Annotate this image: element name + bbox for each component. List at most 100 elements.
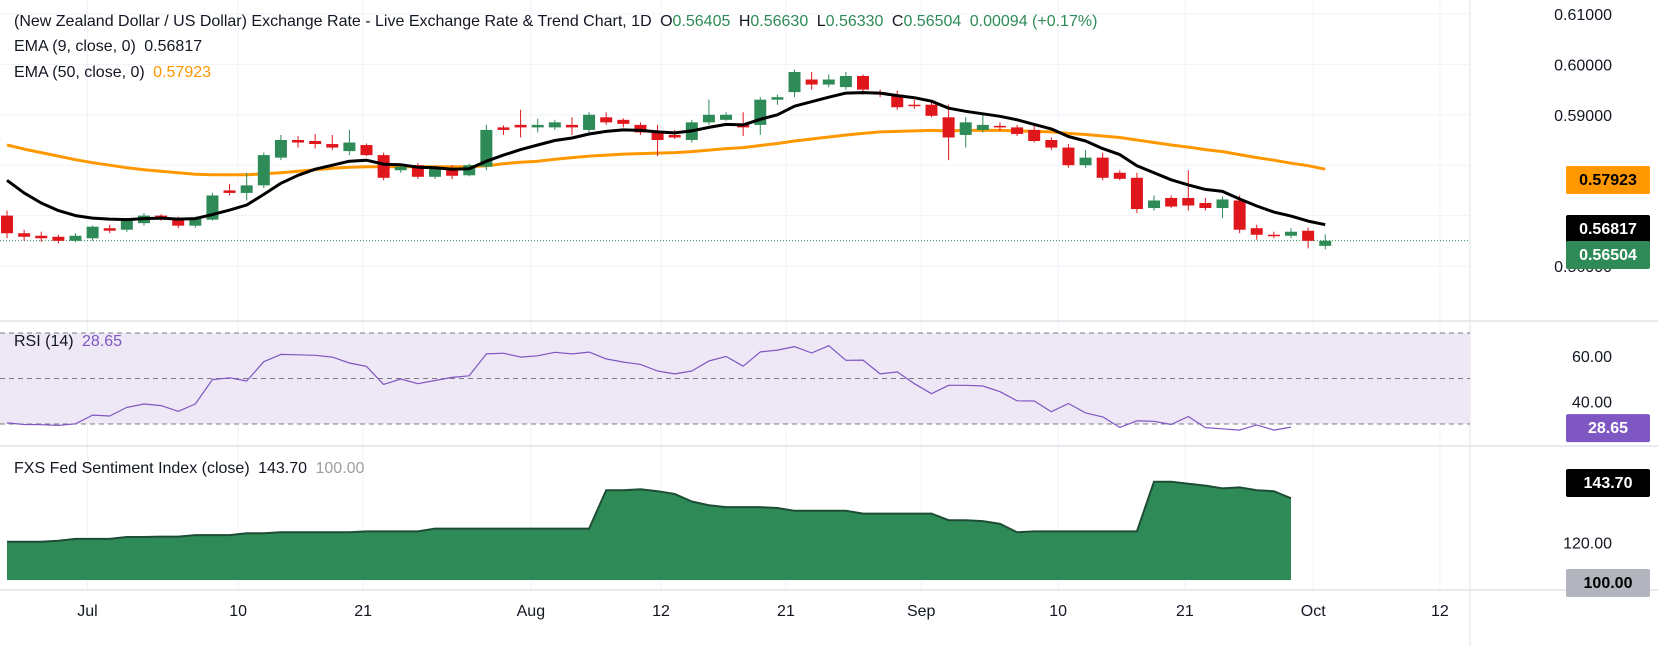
candle[interactable] (1182, 170, 1195, 211)
candle[interactable] (257, 152, 270, 188)
candle[interactable] (1113, 170, 1126, 181)
candle[interactable] (805, 71, 818, 90)
candle-body (189, 218, 202, 226)
ema9-line[interactable] (6, 91, 1326, 227)
candle[interactable] (651, 124, 664, 157)
candle[interactable] (925, 102, 938, 118)
candle[interactable] (891, 90, 904, 110)
candle[interactable] (531, 118, 544, 133)
candle[interactable] (942, 104, 955, 161)
candle[interactable] (1165, 195, 1178, 209)
open-label: O (660, 13, 673, 30)
fxs-value: 143.70 (258, 460, 308, 477)
candle[interactable] (548, 119, 561, 130)
candle[interactable] (720, 112, 733, 121)
candle[interactable] (446, 165, 459, 180)
candle[interactable] (18, 229, 31, 241)
candle[interactable] (1011, 124, 1024, 136)
fxs-area[interactable] (7, 481, 1291, 580)
candle[interactable] (822, 74, 835, 88)
fxs-legend[interactable]: FXS Fed Sentiment Index (close) 143.70 1… (14, 460, 368, 478)
candle[interactable] (959, 117, 972, 148)
candle[interactable] (1130, 172, 1143, 214)
candle-body (1302, 230, 1315, 241)
ema50-legend[interactable]: EMA (50, close, 0) 0.57923 (14, 64, 215, 82)
candle[interactable] (514, 109, 527, 138)
candle[interactable] (52, 234, 65, 244)
candle[interactable] (360, 143, 373, 157)
candle-body (1216, 199, 1229, 209)
candle-body (223, 190, 236, 193)
candle[interactable] (565, 117, 578, 135)
candle[interactable] (1062, 144, 1075, 168)
candle-body (702, 114, 715, 123)
candle[interactable] (377, 152, 390, 181)
rsi-legend[interactable]: RSI (14) 28.65 (14, 333, 126, 351)
candle-body (942, 117, 955, 138)
candle[interactable] (1096, 152, 1109, 181)
candle[interactable] (771, 94, 784, 105)
candle[interactable] (993, 122, 1006, 131)
candle[interactable] (1267, 231, 1280, 239)
last-price-tag[interactable] (1566, 241, 1650, 269)
candle[interactable] (326, 134, 339, 151)
candle[interactable] (976, 114, 989, 133)
candle-body (1267, 234, 1280, 237)
fxs-baseline-tag[interactable] (1566, 569, 1650, 597)
ema50-line[interactable] (6, 128, 1326, 177)
ema50-label: EMA (50, close, 0) (14, 64, 145, 81)
rsi-value-tag[interactable] (1566, 414, 1650, 443)
candle[interactable] (1319, 234, 1332, 250)
candle[interactable] (702, 99, 715, 125)
candle-body (1182, 197, 1195, 206)
ema50-price-tag[interactable] (1566, 166, 1650, 194)
candle[interactable] (223, 183, 236, 196)
rsi-line[interactable] (6, 345, 1292, 431)
candle[interactable] (1285, 228, 1297, 239)
candle-body (274, 140, 287, 158)
candle[interactable] (343, 129, 356, 156)
low-label: L (816, 13, 826, 30)
candle[interactable] (1199, 197, 1212, 211)
candle-body (617, 119, 630, 124)
candle-body (634, 124, 647, 133)
price-tick-label: 0.60000 (1554, 57, 1612, 74)
candle[interactable] (617, 118, 630, 128)
price-tick-label: 0.59000 (1554, 108, 1612, 125)
candle[interactable] (1148, 195, 1161, 211)
rsi-value-tag-text: 28.65 (1588, 420, 1628, 437)
candle[interactable] (35, 231, 48, 242)
candle[interactable] (908, 99, 921, 109)
candle[interactable] (600, 112, 613, 125)
candle[interactable] (1216, 196, 1229, 219)
candle[interactable] (1028, 125, 1041, 143)
candle[interactable] (1250, 224, 1263, 240)
candle[interactable] (292, 135, 305, 148)
candle[interactable] (86, 225, 99, 241)
time-tick-label: 21 (1176, 603, 1194, 620)
candle[interactable] (1, 210, 13, 239)
candle[interactable] (69, 233, 82, 243)
candle[interactable] (634, 122, 647, 135)
candle[interactable] (1233, 195, 1246, 234)
candle[interactable] (583, 112, 596, 133)
candle[interactable] (240, 172, 253, 201)
ema9-legend[interactable]: EMA (9, close, 0) 0.56817 (14, 38, 206, 56)
candle[interactable] (788, 69, 801, 98)
fxs-line[interactable] (7, 480, 1292, 543)
time-tick-label: Aug (517, 603, 545, 620)
candle[interactable] (1079, 150, 1092, 168)
candle[interactable] (309, 133, 322, 149)
candle[interactable] (1045, 137, 1058, 151)
candle[interactable] (497, 125, 510, 135)
candle[interactable] (839, 71, 852, 90)
candle[interactable] (103, 224, 116, 234)
ema9-price-tag[interactable] (1566, 215, 1650, 243)
candle[interactable] (274, 134, 287, 161)
fxs-value-tag[interactable] (1566, 469, 1650, 497)
time-tick-label: 12 (652, 603, 670, 620)
candle[interactable] (1302, 227, 1315, 249)
candle-body (69, 235, 82, 241)
candle-body (976, 124, 989, 130)
